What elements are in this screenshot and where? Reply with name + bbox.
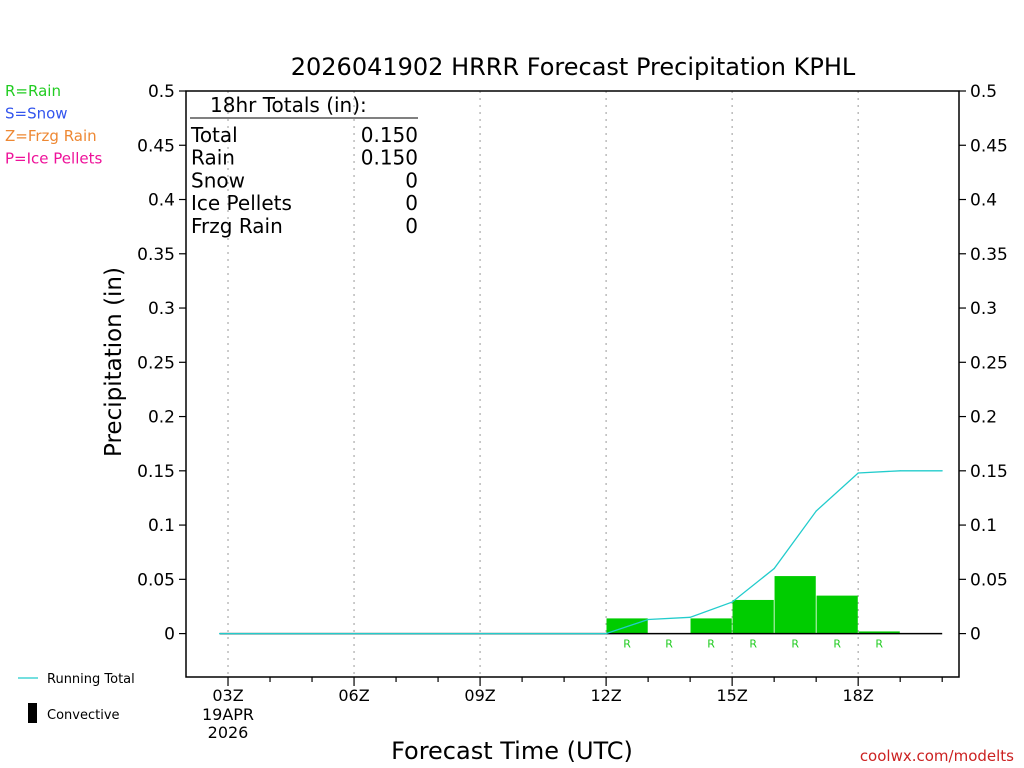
totals-label-3: Ice Pellets (191, 191, 292, 215)
rain-bar-18 (816, 595, 858, 634)
y-axis-label: Precipitation (in) (101, 267, 127, 457)
ytick-label-right-0: 0 (970, 625, 981, 645)
grid-lines (227, 91, 859, 677)
running-total-point-7 (857, 472, 859, 474)
plot-frame (185, 90, 960, 678)
ytick-label-right-4: 0.2 (970, 408, 997, 428)
ytick-label-left-1: 0.05 (137, 570, 175, 590)
ytick-label-right-6: 0.3 (970, 299, 997, 319)
bar-type-label-17: R (791, 638, 799, 651)
chart-title: 2026041902 HRRR Forecast Precipitation K… (291, 53, 856, 81)
xtick-label-18Z: 18Z (843, 686, 874, 705)
legend-type-1: S=Snow (5, 105, 68, 123)
ytick-label-left-10: 0.5 (148, 82, 175, 102)
bar-type-label-14: R (665, 638, 673, 651)
totals-value-0: 0.150 (361, 123, 418, 147)
ytick-label-left-9: 0.45 (137, 136, 175, 156)
running-total-point-3 (689, 616, 691, 618)
ytick-label-right-7: 0.35 (970, 245, 1008, 265)
totals-value-4: 0 (405, 214, 418, 238)
ytick-label-right-9: 0.45 (970, 136, 1008, 156)
ytick-label-right-2: 0.1 (970, 516, 997, 536)
totals-value-2: 0 (405, 168, 418, 192)
ytick-label-left-7: 0.35 (137, 245, 175, 265)
totals-label-4: Frzg Rain (191, 214, 283, 238)
rain-bar-15 (690, 618, 732, 634)
ytick-label-right-3: 0.15 (970, 462, 1008, 482)
running-total-point-8 (899, 470, 901, 472)
legend-type-2: Z=Frzg Rain (5, 127, 97, 145)
y-axis-right: 0 0.05 0.1 0.15 0.2 0.25 0.3 0.35 0.4 0.45 0.5 (959, 82, 1008, 645)
xtick-label-12Z: 12Z (590, 686, 621, 705)
totals-value-1: 0.150 (361, 146, 418, 170)
ytick-label-right-8: 0.4 (970, 191, 997, 211)
ytick-label-left-2: 0.1 (148, 516, 175, 536)
rain-bar-17 (774, 576, 816, 634)
ytick-label-right-10: 0.5 (970, 82, 997, 102)
totals-label-1: Rain (191, 146, 235, 170)
running-total-point-0 (219, 632, 221, 635)
xtick-label-03Z: 03Z (212, 686, 243, 705)
ytick-label-left-3: 0.15 (137, 462, 175, 482)
bar-type-label-18: R (833, 638, 841, 651)
ytick-label-left-8: 0.4 (148, 191, 175, 211)
x-axis-label: Forecast Time (UTC) (391, 737, 633, 765)
bar-type-label-19: R (875, 638, 883, 651)
rain-bar-19 (858, 631, 900, 634)
rain-bars (606, 576, 900, 634)
running-total-point-5 (773, 567, 775, 570)
totals-header: 18hr Totals (in): (210, 93, 367, 117)
totals-value-3: 0 (405, 191, 418, 215)
legend-type-0: R=Rain (5, 82, 61, 100)
totals-box: 18hr Totals (in): Total 0.150 Rain 0.150 Snow… (190, 93, 418, 238)
running-total-point-6 (815, 510, 817, 512)
ytick-label-right-1: 0.05 (970, 570, 1008, 590)
precip-type-legend: R=Rain S=Snow Z=Frzg Rain P=Ice Pellets (5, 82, 102, 168)
series-legend: Running Total Convective (18, 672, 135, 723)
bar-type-label-15: R (707, 638, 715, 651)
running-total-point-4 (731, 601, 733, 603)
ytick-label-left-0: 0 (164, 625, 175, 645)
running-total-polyline (219, 470, 943, 635)
running-total-point-1 (605, 632, 607, 635)
legend-type-3: P=Ice Pellets (5, 150, 102, 168)
rain-bar-16 (732, 599, 774, 634)
x-date-label-1: 2026 (208, 723, 249, 742)
x-date-label-0: 19APR (202, 705, 254, 724)
ytick-label-left-6: 0.3 (148, 299, 175, 319)
running-total-line (219, 470, 943, 635)
y-axis-left: 0 0.05 0.1 0.15 0.2 0.25 0.3 0.35 0.4 0.45 0.5 (137, 82, 186, 645)
convective-swatch (28, 703, 37, 723)
xtick-label-15Z: 15Z (716, 686, 747, 705)
running-total-point-9 (941, 470, 943, 472)
ytick-label-left-5: 0.25 (137, 353, 175, 373)
running-total-point-2 (647, 618, 649, 621)
xtick-label-06Z: 06Z (338, 686, 369, 705)
xtick-label-09Z: 09Z (464, 686, 495, 705)
credit-text: coolwx.com/modelts (860, 747, 1014, 765)
totals-label-0: Total (190, 123, 238, 147)
ytick-label-left-4: 0.2 (148, 408, 175, 428)
running-total-legend-label: Running Total (47, 672, 135, 687)
totals-label-2: Snow (191, 168, 245, 192)
convective-legend-label: Convective (47, 708, 120, 723)
ytick-label-right-5: 0.25 (970, 353, 1008, 373)
bar-type-label-13: R (623, 638, 631, 651)
bar-type-label-16: R (749, 638, 757, 651)
